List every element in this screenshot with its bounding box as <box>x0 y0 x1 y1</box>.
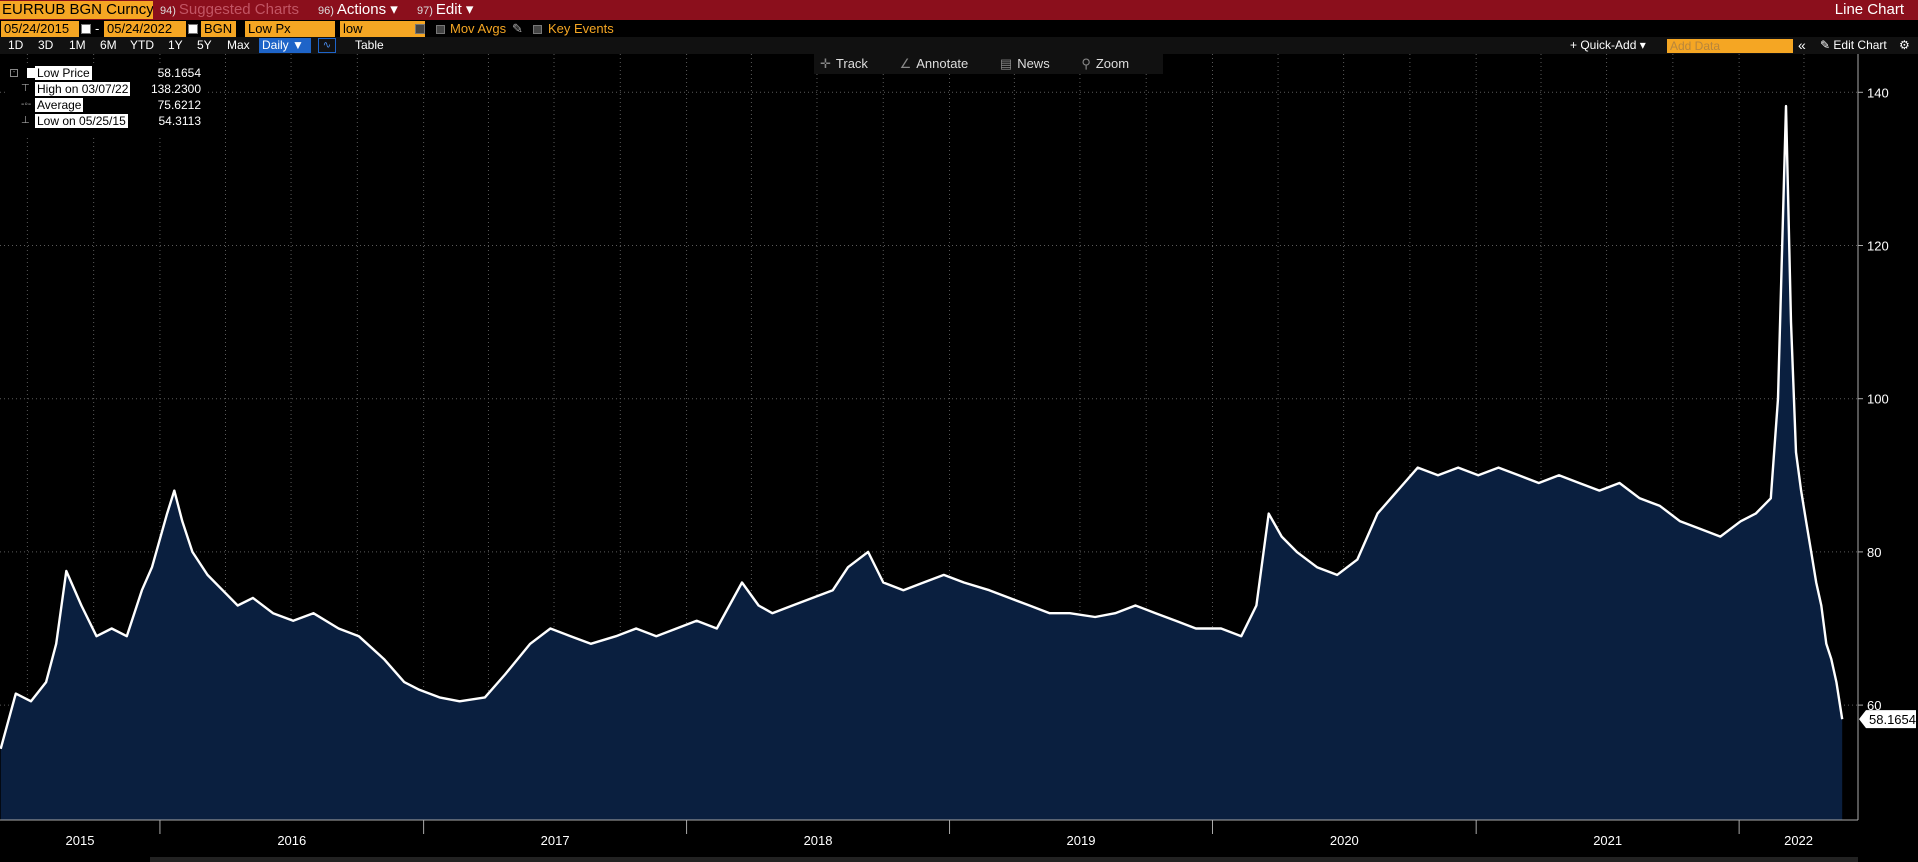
legend-value: 58.1654 <box>157 66 201 80</box>
key-events-checkbox[interactable] <box>533 25 542 34</box>
zoom-label: Zoom <box>1095 56 1130 71</box>
zoom-tool[interactable]: ⚲ Zoom <box>1081 56 1143 71</box>
x-tick-label: 2018 <box>804 833 833 848</box>
crosshair-icon: ✛ <box>820 56 831 71</box>
track-tool[interactable]: ✛ Track <box>820 56 882 71</box>
key-events-label[interactable]: Key Events <box>548 21 614 36</box>
legend-label: Average <box>35 98 84 112</box>
source-field[interactable]: BGN <box>201 21 236 37</box>
legend-label: Low Price <box>35 66 92 80</box>
actions-label: Actions ▾ <box>336 1 398 18</box>
x-tick-label: 2020 <box>1330 833 1359 848</box>
actions-menu[interactable]: 96) Actions ▾ <box>318 0 398 20</box>
end-date-calendar-icon[interactable] <box>188 24 198 34</box>
news-tool[interactable]: ▤ News <box>1000 56 1064 71</box>
y-axis-ticks: 60 80 100 120 140 <box>1858 85 1889 713</box>
track-label: Track <box>835 56 868 71</box>
period-6m[interactable]: 6M <box>100 38 117 52</box>
type-select[interactable]: low <box>340 21 425 37</box>
legend-value: 54.3113 <box>158 114 202 128</box>
title-bar: EURRUB BGN Curncy 94) Suggested Charts 96… <box>0 0 1918 20</box>
last-value-box <box>1859 710 1916 729</box>
period-ytd[interactable]: YTD <box>130 38 154 52</box>
legend-value: 75.6212 <box>157 98 201 112</box>
legend-row-low: ⊥ Low on 05/25/15 54.3113 <box>8 113 206 129</box>
edit-menu[interactable]: 97) Edit ▾ <box>417 0 473 20</box>
type-dropdown-chevron-icon[interactable] <box>415 24 425 34</box>
annotate-tool[interactable]: ∠ Annotate <box>900 56 983 71</box>
x-tick-label: 2019 <box>1067 833 1096 848</box>
x-tick-label: 2021 <box>1593 833 1622 848</box>
high-marker-icon: ⊤ <box>21 83 30 94</box>
collapse-toggle-icon[interactable]: - <box>10 69 18 77</box>
period-1y[interactable]: 1Y <box>168 38 183 52</box>
y-tick-label: 140 <box>1867 85 1889 100</box>
edit-label: Edit ▾ <box>435 1 474 18</box>
price-line <box>0 104 1844 750</box>
period-3d[interactable]: 3D <box>38 38 54 52</box>
x-tick-label: 2016 <box>277 833 306 848</box>
scrollbar <box>150 857 1858 862</box>
end-date-field[interactable]: 05/24/2022 <box>104 21 186 37</box>
chart-type-label: Line Chart <box>1834 1 1904 18</box>
table-button[interactable]: Table <box>355 38 384 52</box>
collapse-icon[interactable]: « <box>1798 37 1806 53</box>
pencil-icon[interactable]: ✎ <box>512 21 523 36</box>
period-1m[interactable]: 1M <box>69 38 86 52</box>
legend-label: High on 03/07/22 <box>35 82 131 96</box>
chart-legend: - Low Price 58.1654 ⊤ High on 03/07/22 1… <box>8 65 206 135</box>
y-tick-label: 60 <box>1867 698 1881 713</box>
series-color-swatch <box>27 68 37 78</box>
edit-number: 97) <box>417 5 433 17</box>
y-tick-label: 120 <box>1867 239 1889 254</box>
add-data-input[interactable]: Add Data <box>1667 39 1793 53</box>
settings-gear-icon[interactable]: ⚙ <box>1899 38 1910 52</box>
average-marker-icon: -◦- <box>21 99 32 110</box>
mov-avgs-checkbox[interactable] <box>436 25 445 34</box>
chart-axes <box>0 54 1859 862</box>
legend-value: 138.2300 <box>150 82 201 96</box>
y-tick-label: 100 <box>1867 392 1889 407</box>
price-field-select[interactable]: Low Px <box>245 21 335 37</box>
magnifier-icon: ⚲ <box>1081 56 1091 71</box>
last-value-callout: 58.1654 <box>1859 710 1916 729</box>
suggested-charts-number: 94) <box>160 5 176 17</box>
news-label: News <box>1017 56 1050 71</box>
ticker-field[interactable]: EURRUB BGN Curncy <box>0 1 153 19</box>
period-5y[interactable]: 5Y <box>197 38 212 52</box>
frequency-select[interactable]: Daily ▼ <box>259 38 311 53</box>
chart-toolbar: ✛ Track ∠ Annotate ▤ News ⚲ Zoom <box>814 54 1164 74</box>
annotate-label: Annotate <box>916 56 969 71</box>
edit-chart-button[interactable]: ✎ Edit Chart <box>1820 38 1887 52</box>
y-tick-label: 80 <box>1867 545 1881 560</box>
last-value-label: 58.1654 <box>1869 712 1916 727</box>
x-tick-label: 2022 <box>1784 833 1813 848</box>
news-icon: ▤ <box>999 56 1013 71</box>
low-marker-icon: ⊥ <box>21 115 30 126</box>
legend-row-low-price[interactable]: - Low Price 58.1654 <box>8 65 206 81</box>
start-date-calendar-icon[interactable] <box>81 24 91 34</box>
actions-number: 96) <box>318 5 334 17</box>
legend-row-average: -◦- Average 75.6212 <box>8 97 206 113</box>
period-bar: 1D 3D 1M 6M YTD 1Y 5Y Max Daily ▼ ∿ Tabl… <box>0 37 1918 54</box>
line-chart-icon[interactable]: ∿ <box>318 38 336 53</box>
parameter-bar: 05/24/2015 - 05/24/2022 BGN Low Px low M… <box>0 20 1918 38</box>
period-1d[interactable]: 1D <box>8 38 24 52</box>
x-tick-label: 2017 <box>541 833 570 848</box>
date-range-dash: - <box>95 21 100 36</box>
legend-row-high: ⊤ High on 03/07/22 138.2300 <box>8 81 206 97</box>
legend-label: Low on 05/25/15 <box>35 114 128 128</box>
suggested-charts-menu[interactable]: 94) Suggested Charts <box>160 0 299 20</box>
x-axis-ticks: 2015 2016 2017 2018 2019 2020 2021 2022 <box>66 820 1813 848</box>
start-date-field[interactable]: 05/24/2015 <box>1 21 79 37</box>
period-max[interactable]: Max <box>227 38 250 52</box>
x-tick-label: 2015 <box>66 833 95 848</box>
quick-add-button[interactable]: + Quick-Add ▾ <box>1570 38 1646 52</box>
mov-avgs-label[interactable]: Mov Avgs <box>450 21 507 36</box>
annotate-pencil-icon: ∠ <box>899 56 912 71</box>
price-area-fill <box>0 106 1843 821</box>
suggested-charts-label: Suggested Charts <box>178 1 299 18</box>
